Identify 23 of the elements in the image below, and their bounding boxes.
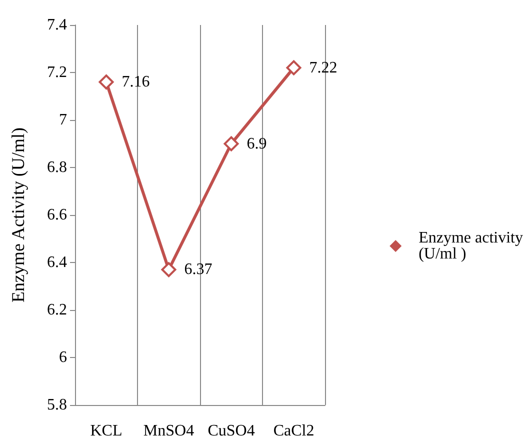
y-tick-label: 7.2 <box>47 64 67 81</box>
data-label: 7.22 <box>309 59 338 76</box>
y-tick-label: 5.8 <box>47 396 67 414</box>
x-tick-label: MnSO4 <box>143 422 194 440</box>
x-tick-label: CaCl2 <box>273 422 314 440</box>
data-label: 6.37 <box>184 261 212 278</box>
point <box>224 136 239 152</box>
y-tick-label: 6.2 <box>47 302 67 318</box>
y-tick-label: 6.8 <box>47 159 67 176</box>
y-axis-title: Enzyme Activity (U/ml) <box>8 128 28 302</box>
data-label: 6.9 <box>246 135 267 152</box>
point <box>286 60 302 76</box>
y-tick-label: 6.6 <box>47 206 67 224</box>
x-tick-label: KCL <box>90 422 122 440</box>
y-tick-label: 7.4 <box>47 16 67 34</box>
y-tick-label: 7 <box>59 112 67 128</box>
y-tick-label: 6 <box>59 349 67 366</box>
point <box>98 74 114 90</box>
legend-label: Enzyme activity (U/ml ) <box>418 230 523 262</box>
x-tick-label: CuSO4 <box>208 422 255 440</box>
point <box>161 262 176 278</box>
y-tick-label: 6.4 <box>47 254 67 271</box>
data-label: 7.16 <box>122 74 150 90</box>
